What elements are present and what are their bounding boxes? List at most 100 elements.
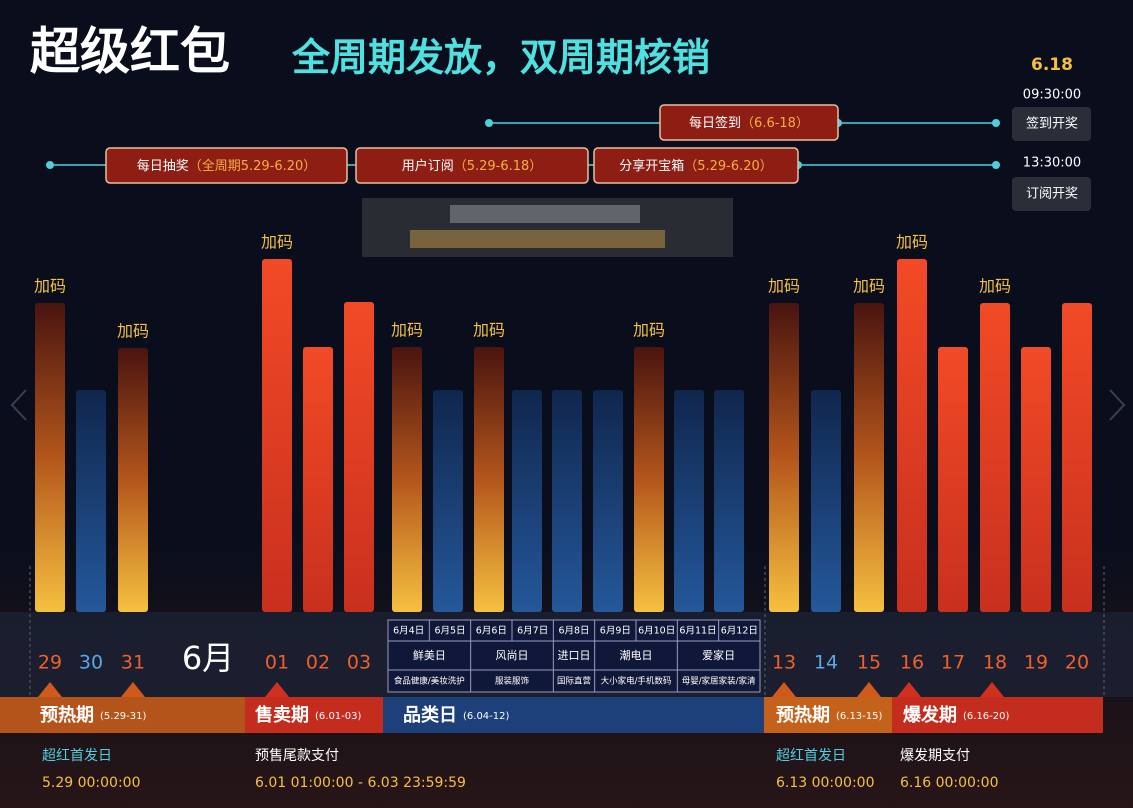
table-bg <box>387 619 761 693</box>
bar <box>714 390 744 612</box>
phase-band <box>764 697 892 733</box>
note-time: 5.29 00:00:00 <box>42 775 141 791</box>
timeline-dot <box>992 161 1000 169</box>
table-date: 6月9日 <box>600 626 631 637</box>
notes: 超红首发日 5.29 00:00:00 预售尾款支付 6.01 01:00:00 - … <box>42 748 999 791</box>
bar <box>634 347 664 612</box>
table-date: 6月8日 <box>558 626 589 637</box>
table-date: 6月6日 <box>476 626 507 637</box>
phase-range: (6.01-03) <box>315 711 362 722</box>
day-label: 03 <box>347 652 371 674</box>
phases: 预热期 (5.29-31) 售卖期 (6.01-03) 品类日 (6.04-12) 预热期 (… <box>38 682 1010 726</box>
phase-marker <box>857 682 881 697</box>
bar <box>35 303 65 612</box>
text-part: 品类日 <box>403 704 457 726</box>
phase-marker <box>121 682 145 697</box>
text-part: 分享开宝箱 <box>619 158 684 174</box>
title: 超级红包 <box>30 23 230 81</box>
day-label: 20 <box>1065 652 1089 674</box>
category-table: 6月4日 6月5日 6月6日 6月7日 6月8日 6月9日 6月10日 6月11日 6月12日鲜… <box>387 619 761 693</box>
day-label: 18 <box>983 652 1007 674</box>
phase-label: 售卖期 (6.01-03) <box>255 704 362 726</box>
bonus-label: 加码 <box>473 321 505 340</box>
bar <box>897 259 927 612</box>
phase-range: (5.29-31) <box>100 711 147 722</box>
table-date: 6月10日 <box>638 626 675 637</box>
bar <box>344 302 374 612</box>
table-date: 6月11日 <box>679 626 716 637</box>
day-label: 29 <box>38 652 62 674</box>
bonus-label: 加码 <box>633 321 665 340</box>
note-title: 爆发期支付 <box>900 748 970 764</box>
day-label: 15 <box>857 652 881 674</box>
prev-arrow[interactable] <box>10 389 27 421</box>
text-part: 售卖期 <box>255 704 309 726</box>
bonus-label: 加码 <box>261 233 293 252</box>
table-date: 6月4日 <box>393 626 424 637</box>
bar <box>303 347 333 612</box>
activity-box <box>659 104 839 141</box>
note-time: 6.01 01:00:00 - 6.03 23:59:59 <box>255 775 466 791</box>
draw-time: 13:30:00 <box>1023 156 1081 171</box>
phase-label: 预热期 (5.29-31) <box>40 704 147 726</box>
phase-band <box>245 697 383 733</box>
bar <box>433 390 463 612</box>
text-part: 预热期 <box>40 704 94 726</box>
bonus-label: 加码 <box>768 277 800 296</box>
bar <box>938 347 968 612</box>
bar <box>76 390 106 612</box>
phase-marker <box>265 682 289 697</box>
phase-range: (6.16-20) <box>963 711 1010 722</box>
bar <box>980 303 1010 612</box>
note-title: 超红首发日 <box>42 748 112 764</box>
day-label: 19 <box>1024 652 1048 674</box>
text-part: （6.6-18） <box>741 116 809 131</box>
day-label: 02 <box>306 652 330 674</box>
table-date: 6月12日 <box>721 626 758 637</box>
draw-button[interactable] <box>1012 177 1091 211</box>
bar <box>552 390 582 612</box>
draw-button[interactable] <box>1012 107 1091 141</box>
bonus-label: 加码 <box>391 321 423 340</box>
phase-label: 预热期 (6.13-15) <box>776 704 883 726</box>
bar <box>593 390 623 612</box>
bar <box>1021 347 1051 612</box>
timeline-dot <box>46 161 54 169</box>
note-title: 预售尾款支付 <box>255 748 339 764</box>
text-part: （5.29-6.20） <box>684 159 773 174</box>
blurred-text <box>450 205 640 223</box>
text-part: 预热期 <box>776 704 830 726</box>
phase-marker <box>980 682 1004 697</box>
day-label: 16 <box>900 652 924 674</box>
bonus-label: 加码 <box>896 233 928 252</box>
activity-label: 用户订阅（5.29-6.18） <box>402 158 543 174</box>
blurred-text <box>410 230 665 248</box>
bonus-label: 加码 <box>117 322 149 341</box>
phase-band <box>0 697 245 733</box>
subtitle: 全周期发放，双周期核销 <box>291 36 710 80</box>
phase-label: 爆发期 (6.16-20) <box>903 704 1010 726</box>
phase-marker <box>772 682 796 697</box>
group-name: 进口日 <box>558 649 591 662</box>
phase-marker <box>38 682 62 697</box>
text-part: 用户订阅 <box>402 158 454 174</box>
month-label: 6月 <box>182 639 234 677</box>
activity-box <box>593 147 799 184</box>
bar <box>854 303 884 612</box>
bar <box>392 347 422 612</box>
group-name: 爱家日 <box>702 648 735 662</box>
note-title: 超红首发日 <box>776 748 846 764</box>
next-arrow[interactable] <box>1109 389 1126 421</box>
timeline-dot <box>992 119 1000 127</box>
text-part: （全周期5.29-6.20） <box>189 158 317 174</box>
text-part: 每日签到 <box>689 115 741 131</box>
bonus-label: 加码 <box>34 277 66 296</box>
group-name: 潮电日 <box>620 648 653 662</box>
activities: 每日签到（6.6-18）每日抽奖（全周期5.29-6.20） 用户订阅（5.29-… <box>105 104 839 184</box>
day-label: 01 <box>265 652 289 674</box>
group-name: 鲜美日 <box>413 648 446 662</box>
note-time: 6.16 00:00:00 <box>900 775 999 791</box>
text-part: 爆发期 <box>903 704 957 726</box>
bar <box>474 347 504 612</box>
